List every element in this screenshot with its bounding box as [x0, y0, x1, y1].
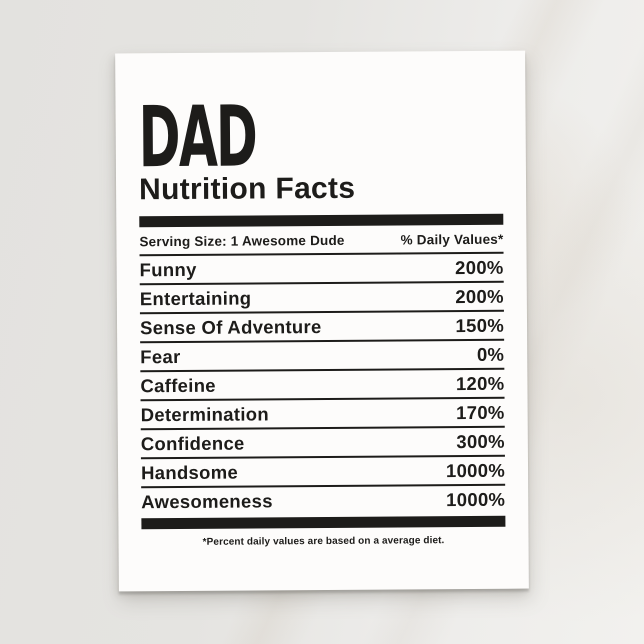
- divider-bar-bottom: [141, 515, 506, 530]
- row-value: 170%: [456, 401, 505, 423]
- nutrition-row: Determination 170%: [140, 398, 505, 431]
- row-value: 1000%: [446, 488, 506, 510]
- row-value: 150%: [455, 314, 505, 336]
- nutrition-row: Entertaining 200%: [139, 282, 504, 315]
- row-label: Awesomeness: [141, 489, 273, 512]
- row-label: Determination: [140, 402, 269, 425]
- postcard: DAD Nutrition Facts Serving Size: 1 Awes…: [115, 50, 529, 592]
- row-value: 200%: [455, 256, 504, 278]
- row-value: 0%: [476, 343, 505, 365]
- row-label: Confidence: [140, 432, 245, 454]
- row-label: Entertaining: [139, 286, 252, 309]
- row-label: Handsome: [140, 461, 239, 483]
- row-value: 120%: [455, 372, 505, 394]
- row-value: 200%: [455, 285, 504, 307]
- row-label: Funny: [139, 258, 197, 280]
- footnote: *Percent daily values are based on a ave…: [202, 535, 445, 548]
- title-dad: DAD: [138, 87, 257, 187]
- serving-size-label: Serving Size: 1 Awesome Dude: [139, 232, 345, 250]
- nutrition-row: Sense Of Adventure 150%: [139, 311, 505, 344]
- nutrition-facts-label: DAD Nutrition Facts Serving Size: 1 Awes…: [138, 51, 506, 550]
- nutrition-row: Handsome 1000%: [140, 456, 506, 489]
- nutrition-row: Caffeine 120%: [140, 369, 505, 402]
- nutrition-row: Awesomeness 1000%: [141, 486, 505, 516]
- row-label: Fear: [140, 345, 181, 367]
- nutrition-rows: Funny 200% Entertaining 200% Sense Of Ad…: [139, 253, 506, 516]
- row-label: Sense Of Adventure: [139, 315, 322, 338]
- serving-row: Serving Size: 1 Awesome Dude % Daily Val…: [139, 224, 504, 257]
- nutrition-row: Confidence 300%: [140, 427, 505, 460]
- row-value: 1000%: [445, 459, 506, 481]
- nutrition-row: Fear 0%: [140, 340, 505, 373]
- daily-values-label: % Daily Values*: [400, 231, 504, 248]
- row-value: 300%: [456, 430, 505, 452]
- nutrition-row: Funny 200%: [139, 253, 504, 286]
- row-label: Caffeine: [140, 374, 216, 396]
